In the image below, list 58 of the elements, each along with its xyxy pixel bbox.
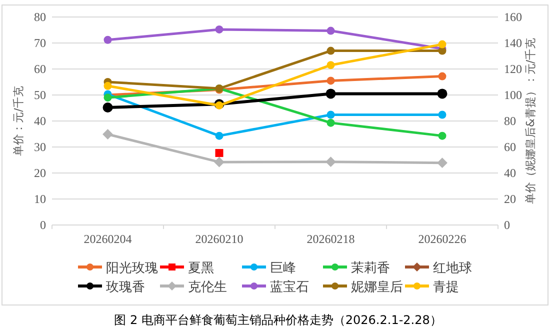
x-tick-label: 20260218 <box>306 232 355 246</box>
y-tick-label: 40 <box>34 114 46 128</box>
x-tick-label: 20260204 <box>84 232 132 246</box>
x-tick-label: 20260226 <box>418 232 466 246</box>
legend-label: 青提 <box>433 280 459 295</box>
point <box>438 110 446 119</box>
point <box>104 94 112 102</box>
y-tick-label: 30 <box>34 140 46 154</box>
legend-label: 红地球 <box>433 261 472 276</box>
point <box>104 36 112 44</box>
y2-tick-label: 80 <box>504 114 516 128</box>
legend-label: 夏黑 <box>188 261 214 276</box>
x-tick-label: 20260210 <box>195 232 244 246</box>
y2-tick-label: 140 <box>504 36 522 50</box>
y2-tick-label: 160 <box>504 10 522 24</box>
y-tick-label: 0 <box>40 218 46 232</box>
point <box>215 132 224 140</box>
y2-tick-label: 120 <box>504 62 522 76</box>
y2-axis-title: 单价（妮娜皇后&青提）：元/千克 <box>524 38 537 204</box>
point <box>215 25 224 34</box>
point <box>326 46 335 55</box>
y2-tick-label: 60 <box>504 140 516 154</box>
legend-label: 茉莉香 <box>351 261 390 276</box>
point <box>326 88 336 99</box>
legend-label: 阳光玫瑰 <box>106 261 158 276</box>
y-tick-label: 50 <box>34 88 46 102</box>
point <box>438 72 446 80</box>
point <box>326 118 335 127</box>
y2-tick-label: 100 <box>504 88 522 102</box>
y-tick-label: 70 <box>34 36 46 50</box>
legend-label: 妮娜皇后 <box>351 280 403 295</box>
text: 图 2 电商平台鲜食葡萄主销品种价格走势（2026.2.1-2.28） <box>114 313 442 327</box>
y2-tick-label: 0 <box>504 218 510 232</box>
y-axis-title: 单价：元/千克 <box>12 86 25 156</box>
point <box>102 102 113 112</box>
point <box>214 156 224 168</box>
point <box>102 129 113 140</box>
legend-label: 蓝宝石 <box>270 279 309 295</box>
point <box>326 110 335 119</box>
legend-label: 克伦生 <box>188 280 227 295</box>
point <box>437 88 448 99</box>
point <box>438 40 446 48</box>
legend-label: 巨峰 <box>270 261 296 276</box>
y-tick-label: 60 <box>34 62 46 76</box>
y2-tick-label: 20 <box>504 192 516 206</box>
point <box>326 26 335 35</box>
point <box>437 158 448 168</box>
legend-label: 玫瑰香 <box>106 280 145 295</box>
y-tick-label: 80 <box>34 10 46 24</box>
y-tick-label: 10 <box>34 192 46 206</box>
y2-tick-label: 40 <box>504 166 516 180</box>
point <box>215 148 224 157</box>
point <box>326 76 335 85</box>
point <box>104 82 112 90</box>
point <box>326 61 335 70</box>
y-tick-label: 20 <box>34 166 46 180</box>
point <box>438 132 446 140</box>
point <box>326 156 336 168</box>
